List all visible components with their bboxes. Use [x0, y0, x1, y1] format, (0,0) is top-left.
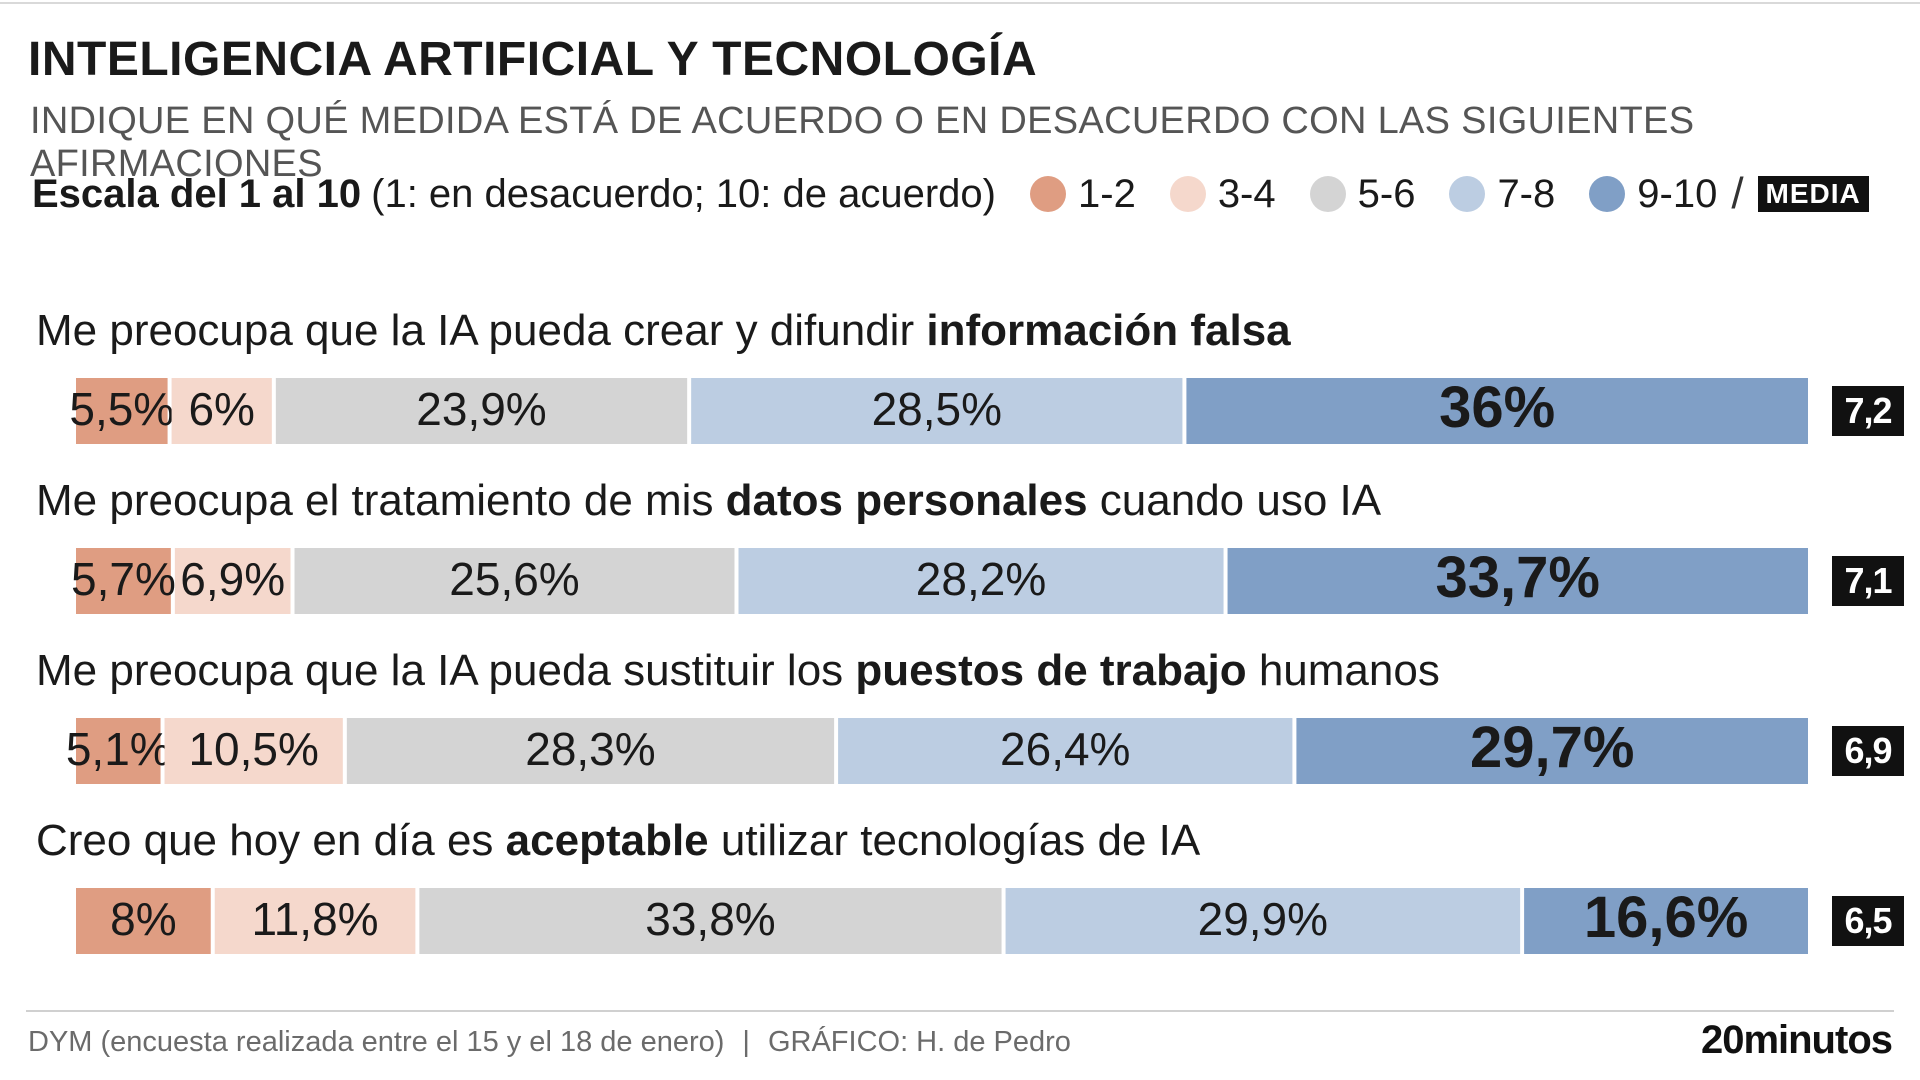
bar-label-5-6: 23,9% — [416, 383, 546, 435]
statement-2: Me preocupa el tratamiento de mis datos … — [36, 476, 1381, 526]
chart-title: INTELIGENCIA ARTIFICIAL Y TECNOLOGÍA — [28, 33, 1038, 86]
bar-chart-row-1: 5,5% 6% 23,9% 28,5% 36% — [69, 375, 1808, 444]
media-badge: MEDIA — [1757, 176, 1869, 212]
legend-label-1-2: 1-2 — [1078, 171, 1136, 216]
bar-segment-7-8 — [838, 718, 1293, 784]
legend-swatch-7-8 — [1449, 176, 1486, 212]
bar-segment-3-4 — [214, 888, 416, 954]
legend-label-5-6: 5-6 — [1357, 171, 1416, 216]
statement-4: Creo que hoy en día es aceptable utiliza… — [36, 816, 1200, 866]
legend-swatch-5-6 — [1309, 176, 1346, 212]
statement-2-post: cuando uso IA — [1087, 476, 1382, 525]
statement-4-bold: aceptable — [505, 816, 709, 865]
bottom-divider — [26, 1010, 1894, 1012]
legend-item-7-8: 7-8 — [1449, 172, 1555, 217]
legend-item-5-6: 5-6 — [1309, 171, 1416, 217]
statement-1-pre: Me preocupa que la IA pueda crear y difu… — [36, 306, 927, 355]
bar-segment-1-2 — [76, 718, 161, 784]
legend-label-7-8: 7-8 — [1497, 171, 1556, 216]
legend-swatch-3-4 — [1169, 176, 1206, 212]
legend-item-3-4: 3-4 — [1169, 171, 1276, 217]
statement-3-bold: puestos de trabajo — [855, 646, 1247, 695]
bar-label-1-2: 8% — [110, 893, 176, 945]
bar-segment-3-4 — [171, 378, 272, 444]
credit-text: GRÁFICO: H. de Pedro — [767, 1026, 1071, 1058]
bar-row-4: 8% 11,8% 33,8% 29,9% 16,6% 6,5 — [0, 885, 1920, 954]
chart-subtitle: INDIQUE EN QUÉ MEDIDA ESTÁ DE ACUERDO O … — [30, 100, 1695, 185]
bar-row-1: 5,5% 6% 23,9% 28,5% 36% 7,2 — [0, 375, 1920, 444]
bar-segment-9-10 — [1186, 378, 1808, 444]
bar-segment-7-8 — [738, 548, 1224, 614]
bar-segment-9-10 — [1296, 718, 1808, 784]
mean-value-2: 7,1 — [1832, 556, 1904, 606]
statement-4-post: utilizar tecnologías de IA — [708, 816, 1201, 865]
statement-4-pre: Creo que hoy en día es — [36, 816, 506, 865]
bar-label-9-10: 29,7% — [1470, 715, 1634, 780]
bar-label-1-2: 5,7% — [71, 553, 176, 605]
footer-source: DYM (encuesta realizada entre el 15 y el… — [28, 1026, 1071, 1059]
bar-chart-row-2: 5,7% 6,9% 25,6% 28,2% 33,7% — [71, 545, 1808, 614]
bar-row-3: 5,1% 10,5% 28,3% 26,4% 29,7% 6,9 — [0, 715, 1920, 784]
bar-label-5-6: 33,8% — [645, 893, 775, 945]
legend-item-9-10: 9-10 — [1589, 172, 1717, 217]
bar-label-7-8: 28,5% — [872, 383, 1002, 435]
bar-label-3-4: 6% — [188, 383, 254, 435]
mean-value-1: 7,2 — [1832, 386, 1904, 436]
legend-label-9-10: 9-10 — [1637, 171, 1718, 216]
bar-label-7-8: 29,9% — [1198, 893, 1328, 945]
legend-swatch-1-2 — [1030, 176, 1066, 212]
bar-label-9-10: 33,7% — [1436, 545, 1600, 610]
bar-label-7-8: 26,4% — [1000, 723, 1130, 775]
bar-label-3-4: 11,8% — [252, 893, 379, 945]
bar-chart-row-4: 8% 11,8% 33,8% 29,9% 16,6% — [76, 885, 1808, 954]
bar-segment-1-2 — [76, 378, 168, 444]
bar-segment-1-2 — [76, 548, 171, 614]
bar-segment-3-4 — [174, 548, 291, 614]
bar-label-3-4: 6,9% — [180, 553, 285, 605]
bar-label-9-10: 36% — [1439, 375, 1555, 440]
legend-slash: / — [1731, 169, 1744, 218]
bar-segment-1-2 — [76, 888, 211, 954]
statement-1-bold: información falsa — [926, 306, 1291, 355]
bar-segment-3-4 — [164, 718, 343, 784]
bar-segment-7-8 — [691, 378, 1183, 444]
mean-value-3: 6,9 — [1832, 726, 1904, 776]
legend-item-1-2: 1-2 — [1030, 172, 1136, 217]
bar-segment-5-6 — [346, 718, 835, 784]
legend-label-3-4: 3-4 — [1217, 171, 1276, 216]
bar-label-3-4: 10,5% — [188, 723, 318, 775]
scale-description: (1: en desacuerdo; 10: de acuerdo) — [371, 171, 996, 216]
bar-segment-9-10 — [1524, 888, 1808, 954]
scale-label: Escala del 1 al 10 — [32, 171, 362, 216]
bar-segment-9-10 — [1227, 548, 1808, 614]
statement-1: Me preocupa que la IA pueda crear y difu… — [36, 306, 1291, 356]
statement-3-post: humanos — [1246, 646, 1440, 695]
source-text: DYM (encuesta realizada entre el 15 y el… — [28, 1026, 725, 1058]
publisher-logo: 20minutos — [1700, 1018, 1893, 1062]
bar-label-7-8: 28,2% — [916, 553, 1046, 605]
legend-swatch-9-10 — [1589, 176, 1626, 212]
top-divider — [0, 2, 1920, 4]
statement-2-bold: datos personales — [725, 476, 1088, 525]
bar-label-5-6: 28,3% — [525, 723, 655, 775]
bar-label-5-6: 25,6% — [449, 553, 579, 605]
bar-label-1-2: 5,1% — [66, 723, 171, 775]
bar-chart-row-3: 5,1% 10,5% 28,3% 26,4% 29,7% — [66, 715, 1808, 784]
bar-segment-5-6 — [294, 548, 735, 614]
bar-row-2: 5,7% 6,9% 25,6% 28,2% 33,7% 7,1 — [0, 545, 1920, 614]
bar-segment-7-8 — [1005, 888, 1521, 954]
statement-3: Me preocupa que la IA pueda sustituir lo… — [36, 646, 1440, 696]
footer-separator: | — [742, 1026, 750, 1058]
legend: Escala del 1 al 10 (1: en desacuerdo; 10… — [32, 166, 1869, 222]
statement-3-pre: Me preocupa que la IA pueda sustituir lo… — [36, 646, 856, 695]
bar-segment-5-6 — [275, 378, 688, 444]
mean-value-4: 6,5 — [1832, 896, 1904, 946]
bar-segment-5-6 — [419, 888, 1002, 954]
bar-label-9-10: 16,6% — [1584, 885, 1748, 950]
bar-label-1-2: 5,5% — [69, 383, 174, 435]
statement-2-pre: Me preocupa el tratamiento de mis — [36, 476, 726, 525]
